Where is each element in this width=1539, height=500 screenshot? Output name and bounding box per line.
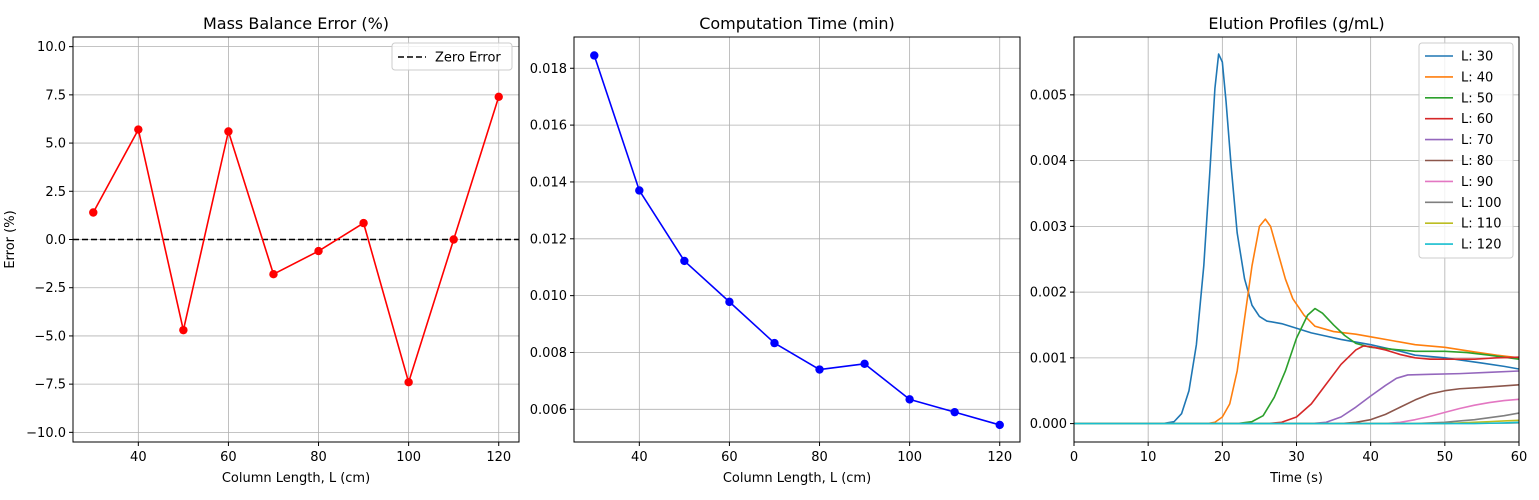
y-tick-label: 0.0 [45,233,66,248]
legend-label: L: 80 [1461,154,1493,169]
x-tick-label: 20 [1214,450,1231,465]
y-tick-label: −5.0 [34,329,66,344]
y-tick-label: 7.5 [45,88,66,103]
series-line-l-60 [1074,345,1519,425]
y-tick-label: 0.005 [1030,88,1067,103]
y-tick-label: 0.012 [530,232,567,247]
legend-label: L: 120 [1461,238,1502,253]
x-tick-label: 60 [220,450,237,465]
data-point [134,125,143,134]
series-line-l-70 [1074,370,1519,425]
legend-box [391,42,513,71]
axes-frame [72,36,520,443]
legend-label: L: 100 [1461,196,1502,211]
plot-area [593,55,1000,426]
x-tick-label: 40 [130,450,147,465]
plot-area [73,96,519,384]
y-tick-label: 5.0 [45,137,66,152]
chart-title: Elution Profiles (g/mL) [1208,14,1384,33]
series-line-l-30 [1074,53,1519,425]
data-point [725,297,734,307]
series-line-1 [92,96,500,384]
data-point [404,378,413,387]
series-line-l-50 [1074,307,1519,425]
data-point [950,407,959,417]
y-tick-label: 0.002 [1030,286,1067,301]
axes-frame [573,36,1021,443]
y-tick-label: −2.5 [34,281,66,296]
x-tick-label: 100 [897,450,922,465]
x-tick-label: 80 [310,450,327,465]
x-tick-label: 40 [1362,450,1379,465]
x-tick-label: 0 [1070,450,1078,465]
data-point [359,218,368,228]
legend-label: Zero Error [435,51,501,66]
y-tick-label: 0.004 [1030,154,1067,169]
data-point [224,127,233,136]
y-tick-label: −7.5 [34,378,66,393]
legend-label: L: 90 [1461,175,1493,190]
series-line-l-90 [1074,398,1519,425]
x-tick-label: 50 [1437,450,1454,465]
x-tick-label: 120 [486,450,511,465]
data-point [179,325,188,335]
data-point [860,359,869,369]
data-point [635,186,644,195]
y-tick-label: 2.5 [45,185,66,200]
series-line-l-120 [1074,421,1519,425]
data-point [815,365,824,374]
legend-box [1418,42,1514,259]
x-tick-label: 60 [1511,450,1528,465]
y-tick-label: −10.0 [26,426,66,441]
x-axis-label: Column Length, L (cm) [723,471,871,486]
x-axis-label: Column Length, L (cm) [222,471,370,486]
data-point [995,420,1004,430]
data-point [89,208,98,217]
chart-panel-3: 0 10 20 30 40 50 60 0.000 0.001 0.002 0.003 0.004 0.… [1030,14,1527,486]
legend-label: L: 40 [1461,70,1493,85]
data-point [314,246,323,256]
y-tick-label: 0.014 [530,175,567,190]
x-tick-label: 80 [811,450,828,465]
y-tick-label: 0.001 [1030,351,1067,366]
x-tick-label: 120 [987,450,1012,465]
legend-label: L: 50 [1461,91,1493,106]
legend-label: L: 70 [1461,133,1493,148]
x-tick-label: 10 [1140,450,1157,465]
chart-panel-1: 40 60 80 100 120 −10.0 −7.5 −5.0 −2.5 0.0 2.5 5.0 7.… [3,14,520,486]
data-point [590,51,599,60]
chart-title: Computation Time (min) [699,14,895,33]
y-tick-label: 0.008 [530,346,567,361]
chart-title: Mass Balance Error (%) [203,14,389,33]
x-tick-label: 30 [1288,450,1305,465]
data-point [680,256,689,266]
x-tick-label: 40 [631,450,648,465]
data-point [905,395,914,404]
series-line-1 [593,55,1000,426]
data-point [770,338,779,348]
legend-label: L: 110 [1461,217,1502,232]
y-tick-label: 0.016 [530,119,567,134]
axes-frame [1073,36,1520,443]
data-point [494,92,503,101]
series-line-l-80 [1074,384,1519,425]
legend-label: L: 30 [1461,50,1493,65]
y-tick-label: 0.003 [1030,220,1067,235]
y-tick-label: 0.018 [530,62,567,77]
x-tick-label: 60 [721,450,738,465]
y-tick-label: 0.006 [530,403,567,418]
y-tick-label: 0.000 [1030,417,1067,432]
x-tick-label: 100 [396,450,421,465]
data-point [269,270,278,279]
legend-label: L: 60 [1461,112,1493,127]
chart-panel-2: 40 60 80 100 120 0.006 0.008 0.010 0.012 0.014 0.0… [530,14,1021,486]
plot-area [1074,53,1519,425]
y-tick-label: 0.010 [530,289,567,304]
x-axis-label: Time (s) [1269,471,1323,486]
y-tick-label: 10.0 [37,40,66,55]
y-axis-label: Error (%) [3,210,18,268]
series-line-l-40 [1074,218,1519,425]
data-point [449,235,458,244]
